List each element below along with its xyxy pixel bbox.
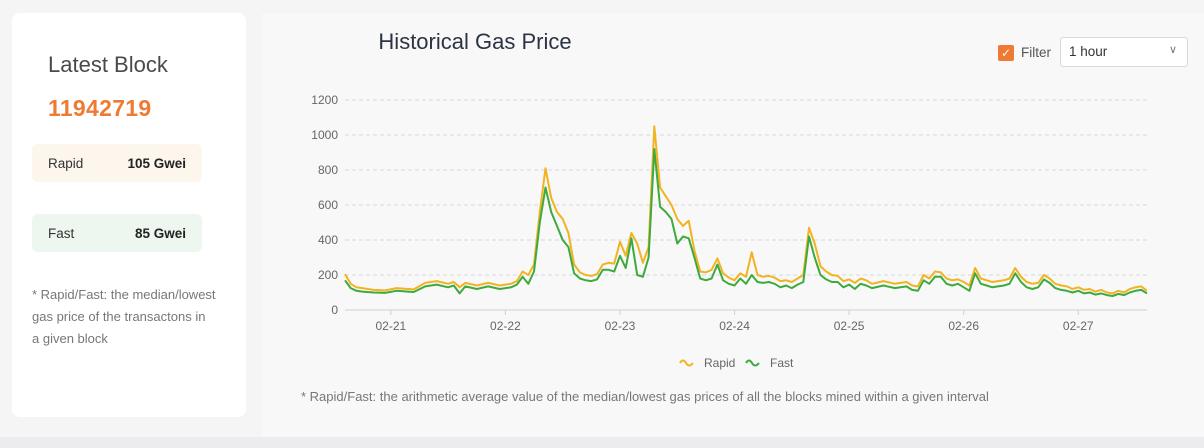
- y-tick-label: 1000: [311, 128, 338, 142]
- legend-swatch-fast[interactable]: [745, 359, 760, 367]
- y-tick-label: 800: [318, 163, 338, 177]
- latest-block-title: Latest Block: [48, 52, 168, 77]
- legend-swatch-rapid[interactable]: [679, 359, 694, 367]
- filter-checkbox[interactable]: ✓: [998, 45, 1014, 61]
- rapid-label: Rapid: [48, 155, 84, 171]
- checkmark-icon: ✓: [1000, 46, 1012, 60]
- x-tick-label: 02-21: [375, 319, 406, 333]
- y-tick-label: 200: [318, 268, 338, 282]
- y-tick-label: 1200: [311, 93, 338, 107]
- interval-select[interactable]: 1 hour ∨: [1060, 37, 1188, 67]
- chevron-down-icon: ∨: [1168, 44, 1177, 56]
- fast-value: 85 Gwei: [134, 225, 186, 241]
- rapid-price-pill: Rapid 105 Gwei: [32, 144, 202, 182]
- x-tick-label: 02-25: [834, 319, 865, 333]
- legend-label-rapid[interactable]: Rapid: [704, 356, 735, 370]
- fast-price-pill: Fast 85 Gwei: [32, 214, 202, 252]
- series-line-rapid: [344, 125, 1148, 295]
- series-lines: [344, 125, 1148, 297]
- interval-select-value: 1 hour: [1069, 44, 1108, 59]
- x-tick-label: 02-22: [490, 319, 521, 333]
- grid-lines: [345, 99, 1147, 311]
- x-axis-ticks: 02-21 02-22 02-23 02-24 02-25 02-26 02-27: [375, 310, 1094, 333]
- filter-label[interactable]: Filter: [1021, 45, 1051, 60]
- page-bottom-strip: [0, 437, 1204, 448]
- chart-legend: Rapid Fast: [679, 356, 794, 370]
- y-tick-label: 0: [331, 303, 338, 317]
- rapid-value: 105 Gwei: [127, 155, 186, 171]
- chart-footnote: * Rapid/Fast: the arithmetic average val…: [301, 389, 989, 404]
- fast-label: Fast: [48, 225, 75, 241]
- y-axis-ticks: 0 200 400 600 800 1000 1200: [311, 93, 338, 317]
- legend-label-fast[interactable]: Fast: [770, 356, 794, 370]
- y-tick-label: 600: [318, 198, 338, 212]
- series-line-fast: [344, 148, 1148, 297]
- x-tick-label: 02-24: [719, 319, 750, 333]
- x-tick-label: 02-27: [1063, 319, 1094, 333]
- chart-title: Historical Gas Price: [378, 29, 572, 54]
- x-tick-label: 02-23: [605, 319, 636, 333]
- y-tick-label: 400: [318, 233, 338, 247]
- latest-block-note: * Rapid/Fast: the median/lowest gas pric…: [32, 287, 216, 346]
- gas-price-chart-card: [262, 13, 1204, 437]
- x-tick-label: 02-26: [948, 319, 979, 333]
- latest-block-number: 11942719: [48, 95, 152, 121]
